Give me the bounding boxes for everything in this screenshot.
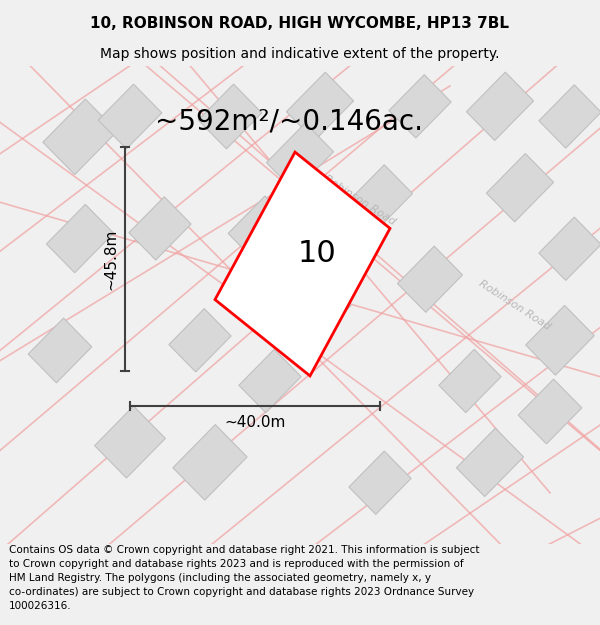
Polygon shape	[286, 72, 353, 141]
Text: 10: 10	[298, 239, 337, 268]
Polygon shape	[95, 406, 166, 478]
Polygon shape	[539, 217, 600, 281]
Text: ~40.0m: ~40.0m	[224, 415, 286, 430]
Polygon shape	[466, 72, 533, 141]
Polygon shape	[389, 74, 451, 138]
Polygon shape	[518, 379, 582, 444]
Text: Robinson Road: Robinson Road	[478, 278, 553, 331]
Text: ~45.8m: ~45.8m	[104, 228, 119, 289]
Polygon shape	[457, 428, 524, 496]
Polygon shape	[215, 152, 390, 376]
Polygon shape	[539, 85, 600, 148]
Polygon shape	[526, 306, 594, 375]
Polygon shape	[169, 309, 231, 372]
Polygon shape	[228, 196, 292, 261]
Polygon shape	[439, 349, 501, 413]
Text: Contains OS data © Crown copyright and database right 2021. This information is : Contains OS data © Crown copyright and d…	[9, 546, 479, 611]
Polygon shape	[129, 197, 191, 260]
Polygon shape	[46, 204, 113, 272]
Polygon shape	[98, 84, 162, 149]
Polygon shape	[487, 154, 554, 222]
Text: Robinson Road: Robinson Road	[322, 173, 398, 227]
Polygon shape	[28, 318, 92, 383]
Polygon shape	[289, 278, 351, 341]
Text: Map shows position and indicative extent of the property.: Map shows position and indicative extent…	[100, 48, 500, 61]
Polygon shape	[266, 123, 334, 191]
Polygon shape	[347, 165, 413, 231]
Text: ~592m²/~0.146ac.: ~592m²/~0.146ac.	[155, 107, 423, 136]
Polygon shape	[43, 99, 117, 174]
Polygon shape	[173, 424, 247, 500]
Polygon shape	[198, 84, 262, 149]
Polygon shape	[397, 246, 463, 312]
Polygon shape	[349, 451, 411, 514]
Text: 10, ROBINSON ROAD, HIGH WYCOMBE, HP13 7BL: 10, ROBINSON ROAD, HIGH WYCOMBE, HP13 7B…	[91, 16, 509, 31]
Polygon shape	[239, 349, 301, 413]
